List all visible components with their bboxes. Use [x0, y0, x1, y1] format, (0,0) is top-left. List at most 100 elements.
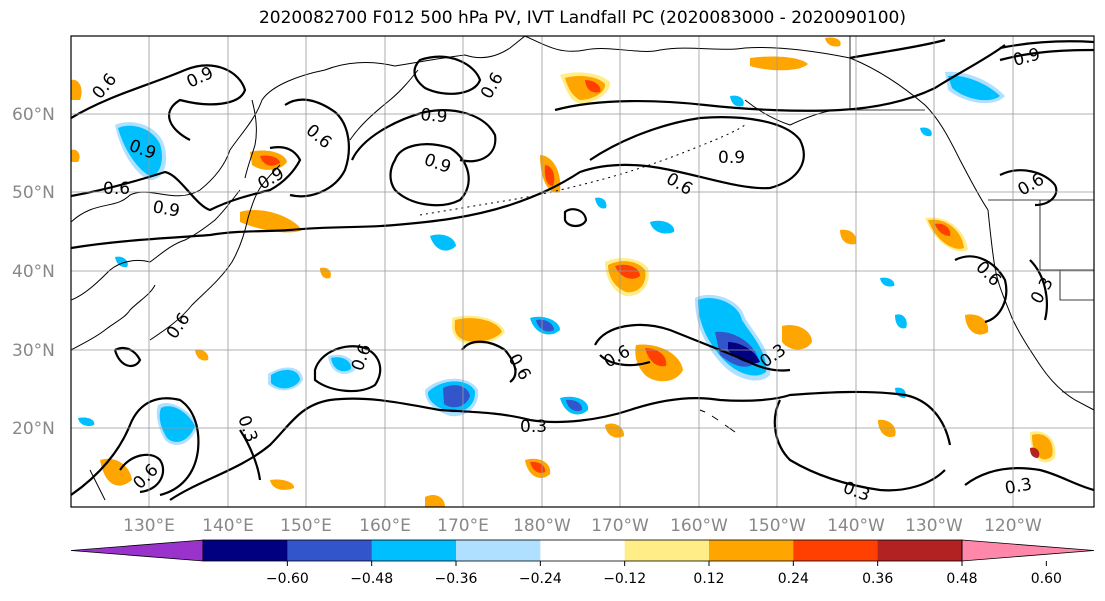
colorbar-segment	[287, 540, 373, 561]
map-area: 0.9 0.6 0.9 0.6 0.9 0.9 0.6 0.9 0.9 0.6 …	[71, 36, 1094, 507]
shade-positive	[605, 423, 625, 438]
colorbar-tick-label: 0.36	[862, 571, 893, 587]
shade-positive	[270, 479, 295, 490]
lon-label-140e: 140°E	[202, 516, 254, 536]
contour-line	[413, 55, 482, 95]
shade-positive	[260, 155, 280, 166]
shade-negative	[920, 127, 932, 137]
colorbar-tick-label: −0.60	[266, 571, 309, 587]
shade-positive	[645, 348, 667, 367]
contour-line	[389, 143, 470, 207]
shade-negative	[948, 75, 1000, 101]
shade-negative	[566, 399, 583, 412]
colorbar-tick-label: −0.48	[350, 571, 393, 587]
contour-line	[113, 346, 142, 368]
lon-label-150e: 150°E	[280, 516, 332, 536]
shade-negative	[115, 256, 128, 268]
colorbar: −0.60 −0.48 −0.36 −0.24 −0.12 0.12 0.24 0.36 0.4…	[70, 539, 1095, 587]
contour-line	[239, 429, 262, 481]
shade-negative	[159, 406, 195, 442]
contour-line	[773, 399, 946, 492]
contour-line	[1029, 259, 1048, 321]
shade-negative	[650, 220, 675, 234]
contour-label: 0.6	[103, 179, 130, 199]
lon-label-160w: 160°W	[670, 516, 728, 536]
shade-positive	[240, 210, 302, 233]
lat-label-60n: 60°N	[12, 105, 55, 125]
shade-positive	[840, 229, 857, 245]
shade-positive	[615, 264, 640, 279]
lon-label-170w: 170°W	[591, 516, 649, 536]
latitude-labels: 60°N 50°N 40°N 30°N 20°N	[12, 105, 55, 439]
shade-positive	[565, 76, 606, 100]
shade-negative	[895, 314, 907, 329]
hawaii-islands	[699, 409, 736, 433]
colorbar-segment	[624, 540, 710, 561]
lon-label-160e: 160°E	[359, 516, 411, 536]
aleutian-chain	[419, 124, 746, 216]
coastline-china-south	[71, 284, 156, 351]
shade-negative	[118, 125, 162, 176]
lon-label-120w: 120°W	[984, 516, 1042, 536]
us-state-border	[1039, 200, 1094, 271]
shade-positive	[965, 314, 989, 335]
lon-label-180w: 180°W	[513, 516, 571, 536]
contour-line	[554, 44, 1006, 112]
colorbar-extend-max	[961, 539, 1095, 562]
contour-label: 0.9	[151, 197, 181, 221]
colorbar-segment	[877, 540, 963, 561]
coastline-kamchatka	[349, 69, 419, 141]
contour-line	[999, 169, 1058, 207]
lon-label-150w: 150°W	[748, 516, 806, 536]
lat-label-50n: 50°N	[12, 183, 55, 203]
contour-line	[563, 208, 588, 228]
lon-label-170e: 170°E	[437, 516, 489, 536]
shade-negative	[728, 342, 760, 364]
contour-line	[119, 453, 165, 494]
shade-positive	[585, 80, 601, 93]
contour-label: 0.9	[420, 105, 449, 127]
colorbar-tick-label: 0.24	[778, 571, 809, 587]
lat-label-40n: 40°N	[12, 262, 55, 282]
contour-label: 0.9	[718, 148, 745, 168]
map-frame	[70, 35, 1095, 508]
contour-line	[964, 467, 1094, 492]
colorbar-tick-label: 0.48	[946, 571, 977, 587]
colorbar-outline	[202, 539, 963, 562]
shade-positive	[544, 165, 555, 186]
contour-line	[350, 109, 497, 163]
contour-line	[169, 390, 952, 501]
coastline-korea-china	[71, 189, 241, 301]
colorbar-extend-min	[70, 539, 204, 562]
contour-label: 0.3	[520, 417, 547, 437]
coastline-philippines	[89, 469, 106, 501]
contour-line	[999, 40, 1094, 50]
colorbar-segment	[203, 540, 288, 561]
colorbar-segment	[793, 540, 879, 561]
graticule	[71, 36, 1094, 507]
coastline-us-west	[987, 209, 1094, 411]
shade-negative	[331, 357, 352, 372]
map-title: 2020082700 F012 500 hPa PV, IVT Landfall…	[258, 8, 906, 28]
shade-positive	[195, 349, 209, 361]
colorbar-tick-label: 0.60	[1031, 571, 1062, 587]
contour-line	[954, 255, 1008, 324]
contour-line	[71, 64, 247, 141]
pv-shading	[71, 37, 1056, 507]
shade-negative	[430, 234, 456, 251]
coastline-sakhalin	[244, 99, 257, 179]
lon-label-130w: 130°W	[905, 516, 963, 536]
lat-label-30n: 30°N	[12, 341, 55, 361]
contour-line	[849, 38, 946, 60]
lon-label-140w: 140°W	[827, 516, 885, 536]
shade-positive	[935, 223, 951, 236]
colorbar-tick-label: −0.36	[435, 571, 478, 587]
contour-line	[71, 146, 302, 212]
shade-negative	[595, 197, 607, 209]
shade-negative	[880, 277, 895, 287]
shade-positive	[320, 267, 331, 279]
longitude-labels: 130°E 140°E 150°E 160°E 170°E 180°W 170°…	[123, 516, 1042, 536]
shade-negative	[271, 369, 300, 389]
colorbar-tick-label: −0.12	[603, 571, 646, 587]
